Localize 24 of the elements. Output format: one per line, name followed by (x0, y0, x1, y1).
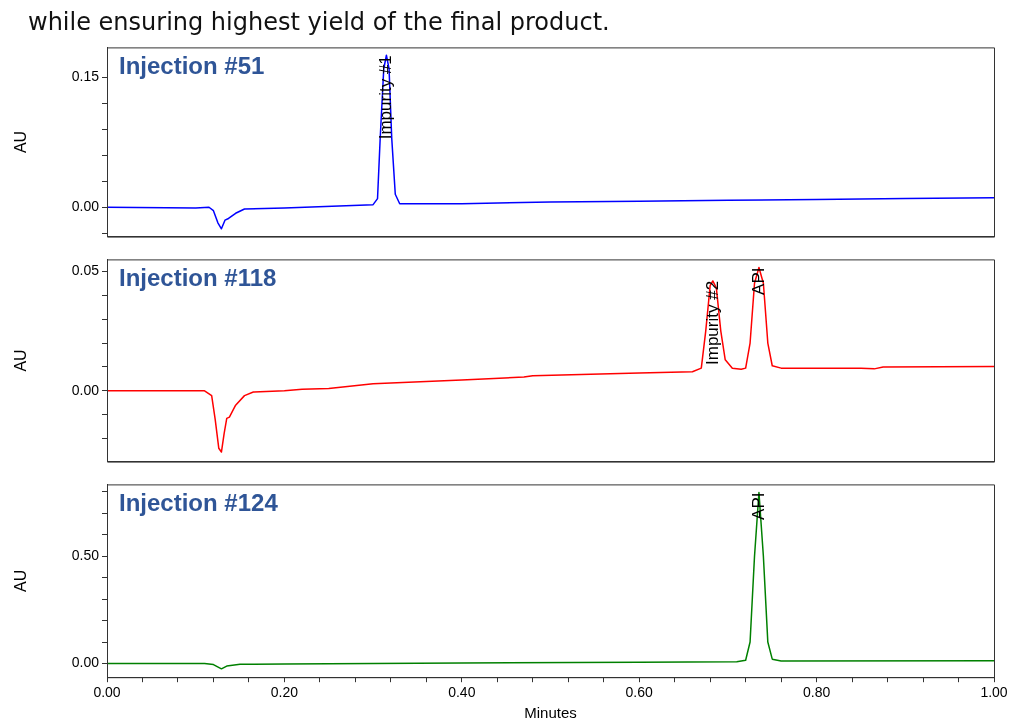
chart-title: Injection #118 (119, 264, 277, 292)
y-axis-title: AU (12, 130, 30, 154)
annotation: API (748, 267, 768, 295)
annotation: Impurity #2 (702, 280, 722, 365)
text: while ensuring highest yield of the final product. (27, 8, 611, 36)
y-tick-label: 0.15 (71, 68, 100, 85)
x-tick-label: 0.00 (93, 684, 121, 701)
x-tick-label: 1.00 (980, 684, 1008, 701)
annotation: API (748, 492, 768, 520)
y-axis-title: AU (12, 349, 30, 372)
chart-title: Injection #124 (119, 489, 279, 517)
x-tick-label: 0.20 (270, 684, 299, 701)
y-tick-label: 0.50 (71, 547, 100, 564)
chart-title: Injection #51 (119, 52, 265, 80)
y-tick-label: 0.00 (71, 654, 100, 671)
x-tick-label: 0.60 (625, 684, 654, 701)
y-tick-label: 0.00 (71, 198, 100, 215)
annotation: Impurity #1 (376, 55, 396, 140)
x-tick-label: 0.80 (802, 684, 831, 701)
x-axis-title: Minutes (524, 704, 577, 721)
y-axis-title: AU (12, 569, 30, 592)
y-tick-label: 0.05 (71, 262, 100, 279)
y-tick-label: 0.00 (71, 381, 100, 398)
x-tick-label: 0.40 (448, 684, 476, 701)
